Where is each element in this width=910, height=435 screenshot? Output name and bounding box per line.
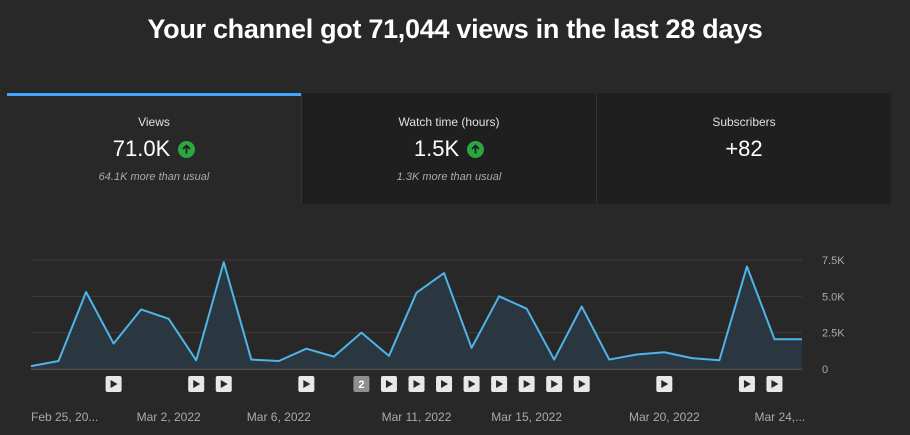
x-tick-label: Mar 15, 2022 bbox=[491, 410, 562, 424]
video-marker[interactable] bbox=[298, 376, 315, 392]
x-tick-label: Mar 20, 2022 bbox=[629, 410, 700, 424]
data-point bbox=[661, 349, 667, 355]
x-tick-label: Feb 25, 20... bbox=[31, 410, 98, 424]
data-point bbox=[716, 357, 722, 363]
views-line bbox=[30, 261, 802, 368]
data-point bbox=[469, 345, 475, 351]
play-icon bbox=[661, 380, 669, 388]
play-icon bbox=[385, 380, 393, 388]
tab-views-sub: 64.1K more than usual bbox=[98, 171, 210, 183]
video-marker[interactable] bbox=[215, 376, 232, 392]
play-icon bbox=[220, 380, 228, 388]
data-point bbox=[771, 336, 777, 342]
data-point bbox=[111, 341, 117, 347]
y-tick-label: 7.5K bbox=[822, 255, 845, 267]
metric-tabs: Views 71.0K 64.1K more than usual Watch … bbox=[7, 93, 891, 204]
video-marker[interactable] bbox=[738, 376, 755, 392]
data-point bbox=[799, 336, 805, 342]
video-marker[interactable] bbox=[656, 376, 673, 392]
play-icon bbox=[468, 380, 476, 388]
y-tick-label: 0 bbox=[822, 364, 828, 376]
data-point bbox=[551, 357, 557, 363]
video-marker[interactable] bbox=[766, 376, 783, 392]
video-group-marker[interactable]: 2 bbox=[353, 376, 370, 392]
x-tick-label: Mar 2, 2022 bbox=[137, 410, 201, 424]
tab-watch-time-label: Watch time (hours) bbox=[398, 115, 500, 129]
tab-subscribers[interactable]: Subscribers +82 bbox=[597, 93, 891, 204]
data-point bbox=[83, 289, 89, 295]
video-marker[interactable] bbox=[105, 376, 122, 392]
page-title: Your channel got 71,044 views in the las… bbox=[147, 14, 763, 44]
data-point bbox=[303, 346, 309, 352]
data-point bbox=[524, 306, 530, 312]
trend-up-icon bbox=[467, 140, 485, 158]
play-icon bbox=[578, 380, 586, 388]
video-marker-box bbox=[353, 376, 370, 392]
data-point bbox=[744, 264, 750, 270]
video-count-label: 2 bbox=[358, 379, 364, 391]
play-icon bbox=[110, 380, 118, 388]
play-icon bbox=[523, 380, 531, 388]
video-marker[interactable] bbox=[380, 376, 397, 392]
data-point bbox=[689, 355, 695, 361]
video-marker[interactable] bbox=[188, 376, 205, 392]
video-marker[interactable] bbox=[408, 376, 425, 392]
tab-watch-time-value-row: 1.5K bbox=[302, 136, 596, 162]
y-tick-label: 2.5K bbox=[822, 328, 845, 340]
video-marker[interactable] bbox=[491, 376, 508, 392]
x-tick-label: Mar 24,... bbox=[754, 410, 805, 424]
video-marker[interactable] bbox=[518, 376, 535, 392]
video-marker[interactable] bbox=[573, 376, 590, 392]
views-area bbox=[31, 262, 802, 369]
tab-subscribers-label: Subscribers bbox=[712, 115, 776, 129]
play-icon bbox=[413, 380, 421, 388]
data-point bbox=[414, 290, 420, 296]
video-marker[interactable] bbox=[436, 376, 453, 392]
data-point bbox=[441, 270, 447, 276]
y-tick-label: 5.0K bbox=[822, 291, 845, 303]
tab-views-label: Views bbox=[138, 115, 170, 129]
data-point bbox=[28, 363, 34, 369]
play-icon bbox=[441, 380, 449, 388]
tab-views-value: 71.0K bbox=[112, 136, 171, 161]
x-tick-label: Mar 11, 2022 bbox=[382, 410, 452, 424]
data-point bbox=[193, 357, 199, 363]
play-icon bbox=[771, 380, 779, 388]
data-point bbox=[496, 293, 502, 299]
data-point bbox=[221, 259, 227, 265]
data-point bbox=[138, 306, 144, 312]
video-marker[interactable] bbox=[463, 376, 480, 392]
tab-watch-time-value: 1.5K bbox=[413, 136, 460, 161]
play-icon bbox=[743, 380, 751, 388]
data-point bbox=[606, 357, 612, 363]
video-marker[interactable] bbox=[546, 376, 563, 392]
tab-views-value-row: 71.0K bbox=[7, 136, 301, 162]
data-point bbox=[166, 316, 172, 322]
trend-up-icon bbox=[178, 140, 196, 158]
tab-subscribers-value-row: +82 bbox=[597, 136, 891, 162]
data-point bbox=[56, 358, 62, 364]
data-point bbox=[331, 354, 337, 360]
views-chart: 7.5K 5.0K 2.5K 0 2 Feb 25, 20... Mar 2, 2022 Ma… bbox=[28, 255, 845, 424]
tab-views[interactable]: Views 71.0K 64.1K more than usual bbox=[7, 93, 302, 204]
tab-watch-time[interactable]: Watch time (hours) 1.5K 1.3K more than u… bbox=[302, 93, 597, 204]
data-point bbox=[248, 357, 254, 363]
x-tick-label: Mar 6, 2022 bbox=[247, 410, 311, 424]
data-point bbox=[276, 358, 282, 364]
play-icon bbox=[193, 380, 201, 388]
tab-subscribers-value: +82 bbox=[725, 136, 763, 161]
play-icon bbox=[496, 380, 504, 388]
data-point bbox=[634, 351, 640, 357]
data-point bbox=[386, 353, 392, 359]
tab-watch-time-sub: 1.3K more than usual bbox=[396, 171, 502, 183]
play-icon bbox=[551, 380, 559, 388]
data-point bbox=[579, 304, 585, 310]
play-icon bbox=[303, 380, 311, 388]
data-point bbox=[358, 330, 364, 336]
